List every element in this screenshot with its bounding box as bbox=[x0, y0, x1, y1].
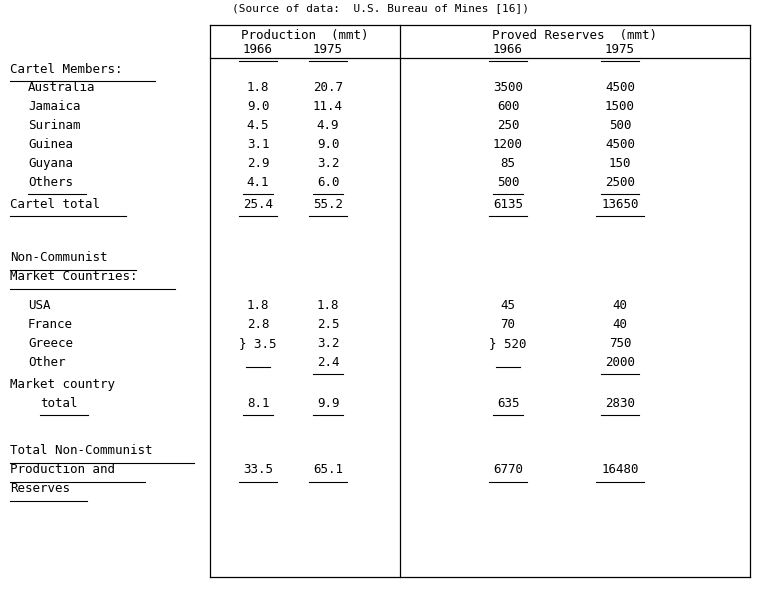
Text: Cartel Members:: Cartel Members: bbox=[10, 63, 123, 76]
Text: 9.9: 9.9 bbox=[317, 397, 339, 410]
Text: 3.2: 3.2 bbox=[317, 157, 339, 170]
Text: 6135: 6135 bbox=[493, 198, 523, 211]
Text: 55.2: 55.2 bbox=[313, 198, 343, 211]
Text: 16480: 16480 bbox=[601, 463, 639, 476]
Text: } 3.5: } 3.5 bbox=[239, 337, 277, 350]
Text: 9.0: 9.0 bbox=[247, 100, 269, 113]
Text: 750: 750 bbox=[609, 337, 631, 350]
Text: 4.5: 4.5 bbox=[247, 119, 269, 132]
Text: 25.4: 25.4 bbox=[243, 198, 273, 211]
Text: 2.5: 2.5 bbox=[317, 318, 339, 331]
Text: 11.4: 11.4 bbox=[313, 100, 343, 113]
Text: 2000: 2000 bbox=[605, 356, 635, 369]
Text: 600: 600 bbox=[497, 100, 519, 113]
Text: (Source of data:  U.S. Bureau of Mines [16]): (Source of data: U.S. Bureau of Mines [1… bbox=[232, 3, 530, 13]
Text: 1.8: 1.8 bbox=[247, 299, 269, 312]
Text: Surinam: Surinam bbox=[28, 119, 81, 132]
Text: 40: 40 bbox=[613, 299, 627, 312]
Text: 1975: 1975 bbox=[313, 43, 343, 56]
Text: France: France bbox=[28, 318, 73, 331]
Text: Total Non-Communist: Total Non-Communist bbox=[10, 444, 152, 457]
Text: 1.8: 1.8 bbox=[247, 81, 269, 94]
Text: Australia: Australia bbox=[28, 81, 95, 94]
Text: 635: 635 bbox=[497, 397, 519, 410]
Text: Guyana: Guyana bbox=[28, 157, 73, 170]
Text: 2.9: 2.9 bbox=[247, 157, 269, 170]
Text: Production and: Production and bbox=[10, 463, 115, 476]
Text: 2.8: 2.8 bbox=[247, 318, 269, 331]
Text: 13650: 13650 bbox=[601, 198, 639, 211]
Text: 1200: 1200 bbox=[493, 138, 523, 151]
Text: 20.7: 20.7 bbox=[313, 81, 343, 94]
Text: 2500: 2500 bbox=[605, 176, 635, 189]
Text: 8.1: 8.1 bbox=[247, 397, 269, 410]
Text: Production  (mmt): Production (mmt) bbox=[242, 29, 369, 42]
Text: 1.8: 1.8 bbox=[317, 299, 339, 312]
Text: Jamaica: Jamaica bbox=[28, 100, 81, 113]
Text: 500: 500 bbox=[497, 176, 519, 189]
Text: 33.5: 33.5 bbox=[243, 463, 273, 476]
Text: USA: USA bbox=[28, 299, 50, 312]
Text: Others: Others bbox=[28, 176, 73, 189]
Text: total: total bbox=[40, 397, 78, 410]
Text: Reserves: Reserves bbox=[10, 482, 70, 495]
Text: 250: 250 bbox=[497, 119, 519, 132]
Text: Guinea: Guinea bbox=[28, 138, 73, 151]
Text: 4.9: 4.9 bbox=[317, 119, 339, 132]
Text: 65.1: 65.1 bbox=[313, 463, 343, 476]
Text: Cartel total: Cartel total bbox=[10, 198, 100, 211]
Text: 6.0: 6.0 bbox=[317, 176, 339, 189]
Text: Non-Communist: Non-Communist bbox=[10, 251, 107, 264]
Text: 1975: 1975 bbox=[605, 43, 635, 56]
Text: 3500: 3500 bbox=[493, 81, 523, 94]
Text: 500: 500 bbox=[609, 119, 631, 132]
Text: 1500: 1500 bbox=[605, 100, 635, 113]
Text: Other: Other bbox=[28, 356, 66, 369]
Text: Greece: Greece bbox=[28, 337, 73, 350]
Text: 45: 45 bbox=[501, 299, 516, 312]
Text: 3.1: 3.1 bbox=[247, 138, 269, 151]
Text: 4500: 4500 bbox=[605, 81, 635, 94]
Text: 9.0: 9.0 bbox=[317, 138, 339, 151]
Text: 4500: 4500 bbox=[605, 138, 635, 151]
Text: 150: 150 bbox=[609, 157, 631, 170]
Text: Proved Reserves  (mmt): Proved Reserves (mmt) bbox=[492, 29, 658, 42]
Text: 2830: 2830 bbox=[605, 397, 635, 410]
Text: 85: 85 bbox=[501, 157, 516, 170]
Text: 2.4: 2.4 bbox=[317, 356, 339, 369]
Text: 1966: 1966 bbox=[493, 43, 523, 56]
Text: } 520: } 520 bbox=[489, 337, 527, 350]
Text: 1966: 1966 bbox=[243, 43, 273, 56]
Text: 4.1: 4.1 bbox=[247, 176, 269, 189]
Text: 6770: 6770 bbox=[493, 463, 523, 476]
Text: 40: 40 bbox=[613, 318, 627, 331]
Text: 3.2: 3.2 bbox=[317, 337, 339, 350]
Text: Market country: Market country bbox=[10, 378, 115, 391]
Text: Market Countries:: Market Countries: bbox=[10, 270, 137, 283]
Text: 70: 70 bbox=[501, 318, 516, 331]
